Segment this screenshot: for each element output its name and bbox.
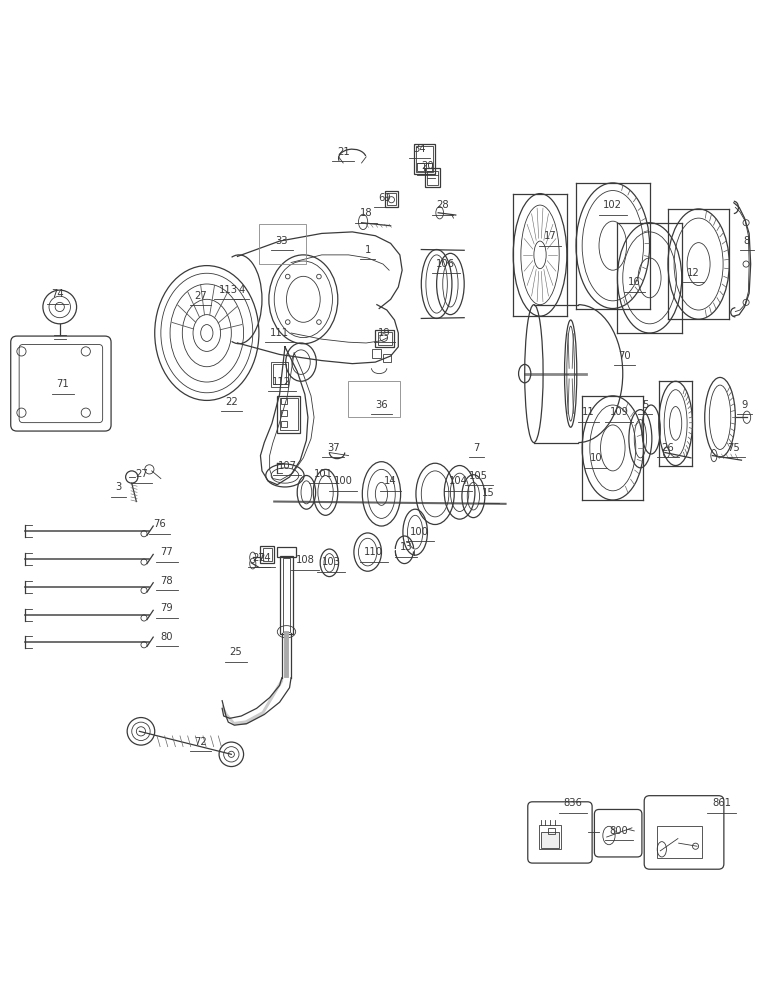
- Bar: [375, 330, 394, 347]
- Text: 19: 19: [378, 328, 391, 338]
- Bar: [280, 556, 293, 634]
- Text: 14: 14: [385, 476, 397, 486]
- Text: 33: 33: [276, 236, 288, 246]
- Bar: [283, 558, 290, 632]
- Bar: [425, 168, 440, 187]
- Text: 4: 4: [238, 285, 244, 295]
- Text: 26: 26: [662, 443, 674, 453]
- Text: 78: 78: [161, 576, 173, 586]
- Bar: [427, 171, 438, 185]
- Text: 107: 107: [278, 461, 296, 471]
- Text: 69: 69: [378, 193, 391, 203]
- Bar: [383, 354, 391, 362]
- Text: 74: 74: [51, 289, 64, 299]
- Text: 20: 20: [421, 161, 434, 171]
- Bar: [281, 421, 287, 427]
- Text: 79: 79: [161, 603, 173, 613]
- Bar: [277, 547, 296, 557]
- Text: 5: 5: [642, 400, 648, 410]
- Bar: [259, 224, 306, 264]
- Bar: [273, 364, 286, 384]
- Text: 101: 101: [314, 469, 332, 479]
- Bar: [416, 146, 433, 172]
- Text: 3: 3: [116, 482, 122, 492]
- Text: 111: 111: [270, 328, 289, 338]
- Bar: [387, 193, 396, 205]
- Text: 113: 113: [219, 285, 237, 295]
- Bar: [281, 398, 287, 404]
- Text: 10: 10: [590, 453, 602, 463]
- Text: 861: 861: [712, 798, 731, 808]
- Text: 105: 105: [470, 471, 488, 481]
- Text: 80: 80: [161, 632, 173, 642]
- Text: 110: 110: [365, 547, 383, 557]
- Text: 25: 25: [230, 647, 242, 657]
- Text: 77: 77: [161, 547, 173, 557]
- Bar: [541, 832, 559, 848]
- Text: 104: 104: [449, 476, 467, 486]
- Text: 36: 36: [375, 400, 388, 410]
- Bar: [281, 410, 287, 416]
- Text: 22: 22: [225, 397, 237, 407]
- Text: 21: 21: [337, 147, 349, 157]
- Bar: [548, 828, 555, 834]
- Text: 75: 75: [728, 443, 740, 453]
- Text: 27: 27: [195, 291, 207, 301]
- Text: 70: 70: [618, 351, 630, 361]
- Text: 12: 12: [687, 268, 699, 278]
- Text: 17: 17: [544, 231, 556, 241]
- Text: 37: 37: [327, 443, 339, 453]
- Text: 9: 9: [741, 400, 748, 410]
- Bar: [657, 826, 702, 858]
- Bar: [426, 163, 432, 171]
- Text: 24: 24: [258, 553, 270, 563]
- Text: 112: 112: [273, 377, 291, 387]
- Text: 800: 800: [610, 826, 628, 836]
- Bar: [263, 548, 272, 561]
- Bar: [271, 362, 288, 387]
- Text: 13: 13: [400, 542, 412, 552]
- Bar: [280, 398, 298, 430]
- Text: 100: 100: [334, 476, 352, 486]
- Text: 71: 71: [57, 379, 69, 389]
- Text: 836: 836: [564, 798, 582, 808]
- Bar: [277, 396, 300, 433]
- Text: 16: 16: [628, 277, 640, 287]
- Text: 18: 18: [360, 208, 372, 218]
- Bar: [539, 825, 561, 849]
- Text: 72: 72: [195, 737, 207, 747]
- Text: 100: 100: [411, 527, 429, 537]
- Text: 28: 28: [437, 200, 449, 210]
- Bar: [417, 163, 424, 171]
- Text: 1: 1: [365, 245, 371, 255]
- Text: 76: 76: [153, 519, 165, 529]
- Text: 8: 8: [744, 236, 750, 246]
- Text: 15: 15: [483, 488, 495, 498]
- Text: 11: 11: [582, 407, 594, 417]
- Bar: [260, 546, 274, 563]
- Text: 34: 34: [414, 144, 426, 154]
- Text: 27: 27: [253, 553, 265, 563]
- Bar: [348, 381, 400, 417]
- Text: 27: 27: [136, 469, 148, 479]
- Bar: [414, 144, 435, 174]
- Text: 7: 7: [473, 443, 480, 453]
- Text: 109: 109: [610, 407, 628, 417]
- Bar: [385, 191, 398, 207]
- Text: 103: 103: [322, 557, 340, 567]
- Bar: [372, 349, 381, 358]
- Text: 106: 106: [437, 259, 455, 269]
- Text: 108: 108: [296, 555, 314, 565]
- Text: 102: 102: [604, 200, 622, 210]
- Bar: [378, 332, 392, 345]
